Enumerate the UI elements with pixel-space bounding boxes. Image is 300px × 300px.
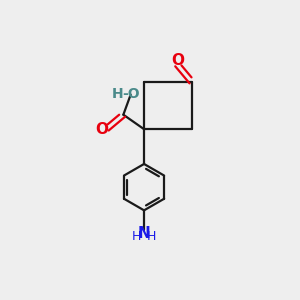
Text: O: O (171, 53, 184, 68)
Text: H: H (132, 230, 141, 243)
Text: N: N (138, 226, 150, 241)
Text: H: H (147, 230, 156, 243)
Text: -O: -O (122, 87, 140, 101)
Text: O: O (95, 122, 108, 137)
Text: H: H (112, 87, 123, 101)
